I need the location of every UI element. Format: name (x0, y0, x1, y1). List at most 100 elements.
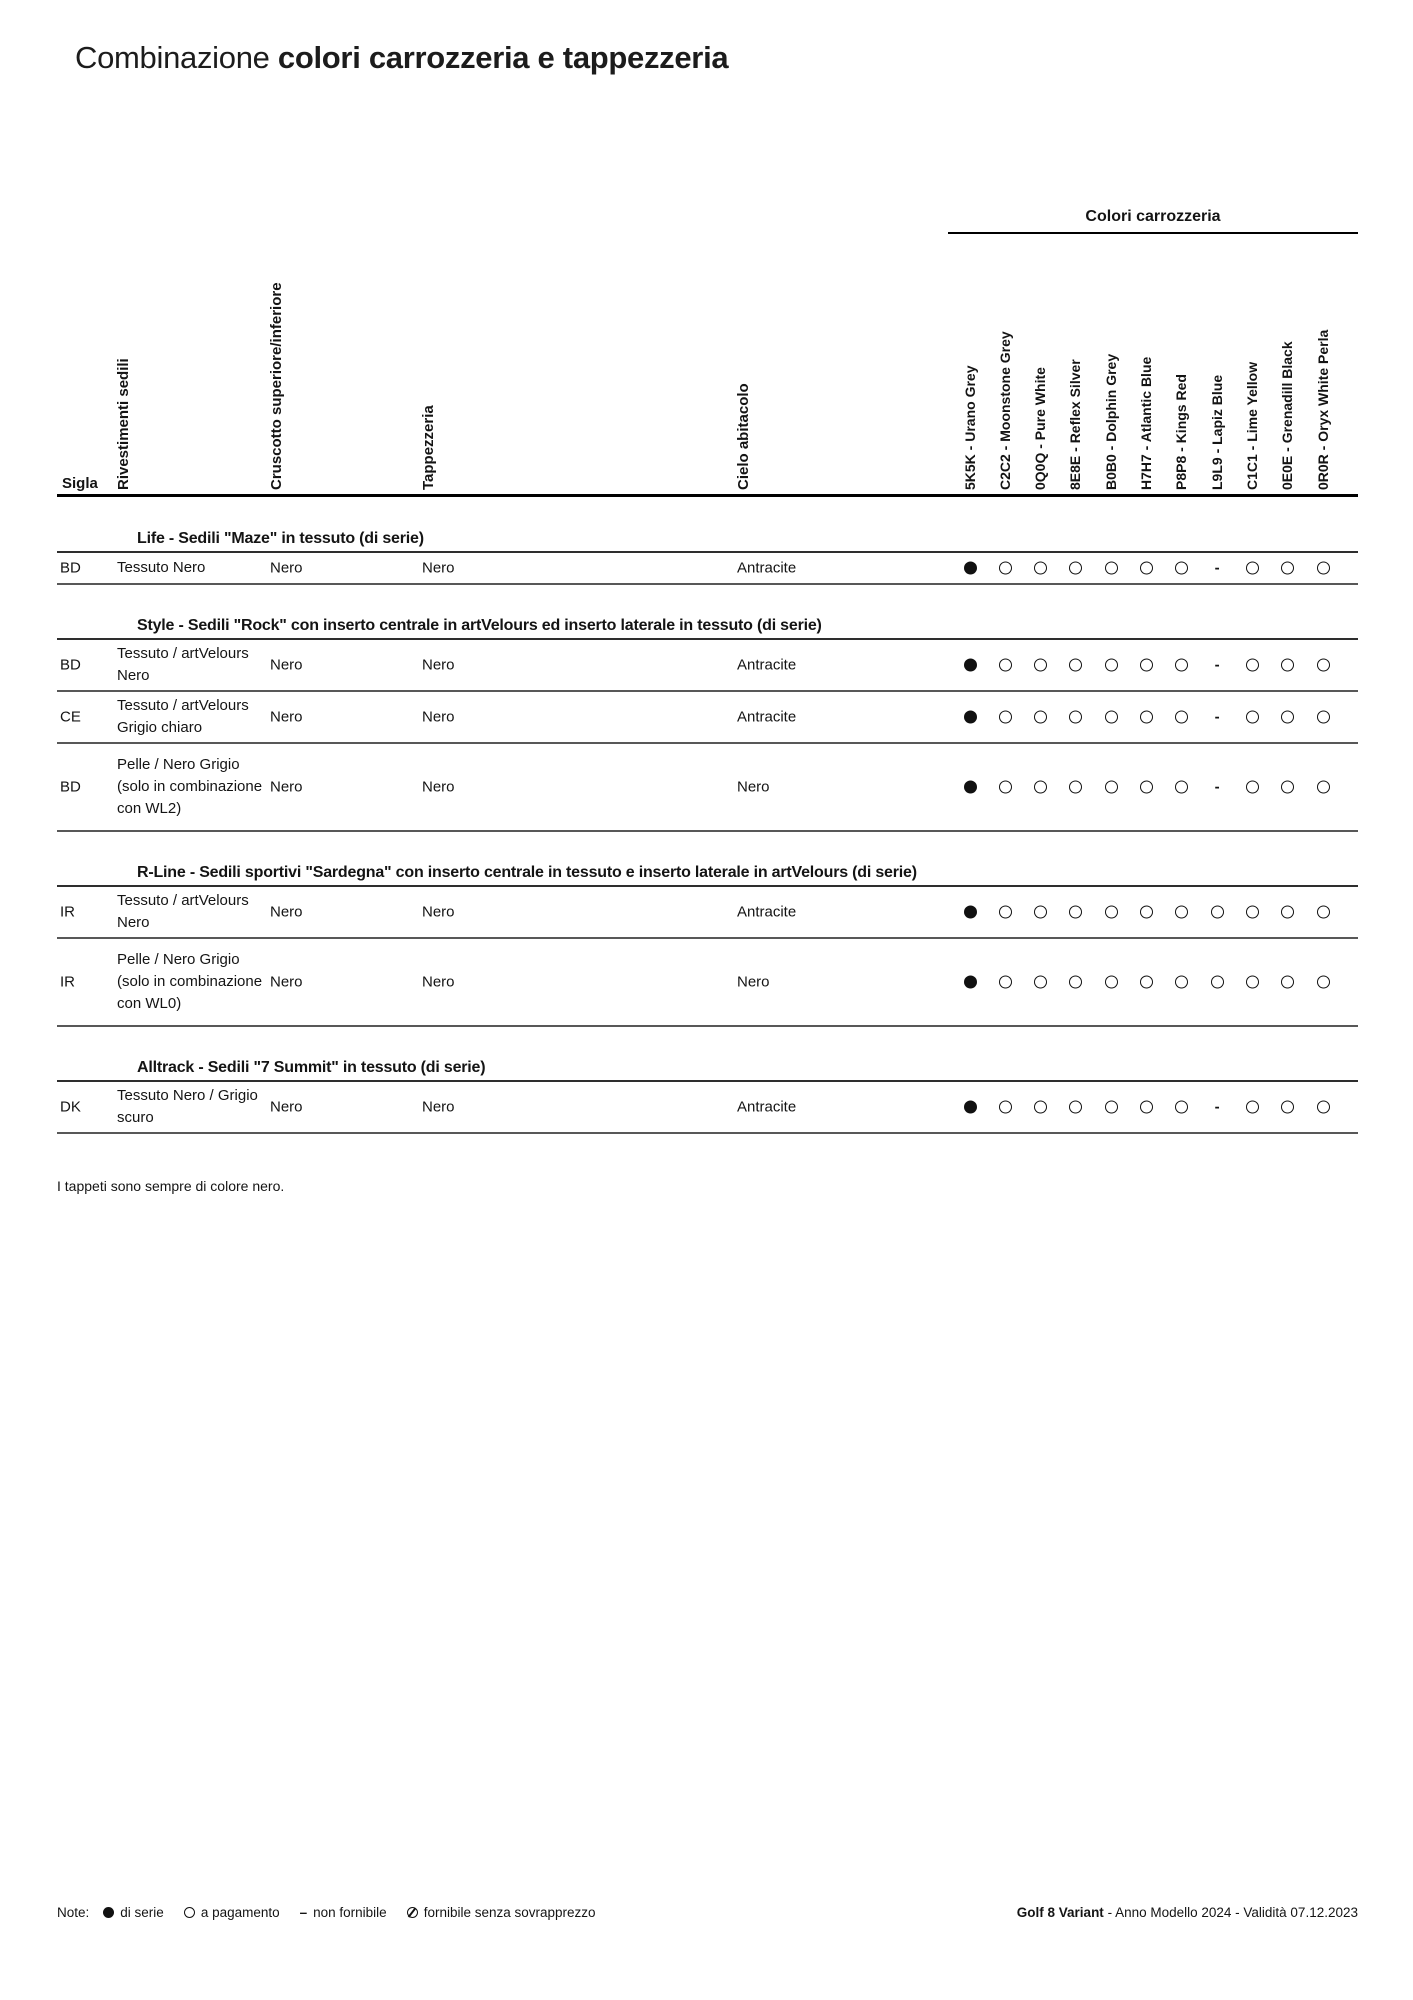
colori-carrozzeria-underline (948, 232, 1358, 234)
availability-open-mark (1104, 561, 1118, 575)
column-header-sigla: Sigla (62, 475, 98, 492)
cell-sigla: CE (60, 708, 81, 726)
availability-open-mark (1316, 658, 1330, 672)
availability-open-mark (1281, 975, 1295, 989)
legend-item: a pagamento (183, 1905, 280, 1920)
availability-open-mark (1034, 975, 1048, 989)
availability-open-mark (1140, 975, 1153, 989)
availability-open-mark (1316, 975, 1330, 989)
legend: Note: di serie a pagamento – non fornibile f… (57, 1905, 596, 1920)
availability-open-mark (1281, 780, 1295, 794)
column-header-cielo: Cielo abitacolo (735, 383, 752, 490)
page-title-bold: colori carrozzeria e tappezzeria (277, 40, 729, 75)
column-header-rivestimenti: Rivestimenti sedili (115, 358, 132, 490)
availability-open-mark (1069, 1100, 1083, 1114)
availability-filled-mark (963, 905, 977, 919)
availability-filled-mark (963, 780, 977, 794)
availability-open-mark (1140, 561, 1153, 575)
cell-sigla: DK (60, 1098, 81, 1116)
rivestimenti-line: Tessuto / artVelours (117, 892, 249, 909)
cell-cruscotto: Nero (270, 973, 303, 991)
availability-open-mark (1034, 710, 1048, 724)
availability-open-mark (1104, 975, 1118, 989)
availability-open-mark (1069, 780, 1083, 794)
availability-open-mark (1316, 1100, 1330, 1114)
availability-open-mark (1104, 710, 1118, 724)
legend-filled-icon (103, 1907, 115, 1918)
availability-open-mark (1034, 780, 1048, 794)
availability-open-mark (1175, 780, 1189, 794)
rivestimenti-line: Pelle / Nero Grigio (117, 951, 240, 968)
color-column-header: P8P8 - Kings Red (1173, 374, 1190, 490)
cell-cielo: Antracite (737, 1098, 797, 1116)
rivestimenti-line: Nero (117, 914, 150, 931)
column-header-cruscotto: Cruscotto superiore/inferiore (268, 282, 285, 490)
color-column-header: 0Q0Q - Pure White (1032, 367, 1049, 490)
section-title: Alltrack - Sedili "7 Summit" in tessuto … (57, 1027, 1358, 1082)
availability-open-mark (1245, 905, 1259, 919)
availability-open-mark (1140, 658, 1153, 672)
availability-open-mark (1245, 780, 1259, 794)
colori-carrozzeria-label: Colori carrozzeria (1085, 208, 1221, 225)
cell-sigla: IR (60, 973, 75, 991)
cell-cruscotto: Nero (270, 778, 303, 796)
color-column-header: L9L9 - Lapiz Blue (1208, 374, 1225, 490)
legend-item: – non fornibile (300, 1905, 387, 1920)
table-row: IR Pelle / Nero Grigio (solo in combinazio… (57, 939, 1358, 1027)
legend-dash-icon: – (299, 1905, 308, 1920)
cell-cruscotto: Nero (270, 559, 303, 577)
availability-filled-mark (963, 710, 977, 724)
color-column-header: 5K5K - Urano Grey (961, 365, 978, 490)
availability-open-mark (998, 1100, 1012, 1114)
availability-dash-mark: - (1214, 708, 1220, 726)
document-reference: Golf 8 Variant - Anno Modello 2024 - Val… (1017, 1905, 1358, 1920)
cell-cielo: Antracite (737, 656, 797, 674)
availability-open-mark (998, 658, 1012, 672)
color-column-header: 0R0R - Oryx White Perla (1314, 329, 1331, 490)
availability-open-mark (1175, 561, 1189, 575)
availability-open-mark (1140, 710, 1153, 724)
cell-rivestimenti: Pelle / Nero Grigio (solo in combinazione… (117, 754, 292, 820)
availability-filled-mark (963, 658, 977, 672)
legend-label: fornibile senza sovrapprezzo (423, 1905, 596, 1920)
availability-dash-mark: - (1214, 656, 1220, 674)
availability-open-mark (1281, 1100, 1295, 1114)
combination-table-body: Life - Sedili "Maze" in tessuto (di seri… (57, 498, 1358, 1134)
cell-tappezzeria: Nero (422, 559, 455, 577)
legend-item: fornibile senza sovrapprezzo (406, 1905, 596, 1920)
page-footer: Note: di serie a pagamento – non fornibile f… (57, 1905, 1358, 1920)
cell-tappezzeria: Nero (422, 656, 455, 674)
availability-open-mark (1104, 780, 1118, 794)
availability-open-mark (1210, 975, 1224, 989)
legend-slashed-icon (406, 1907, 418, 1918)
availability-open-mark (1140, 780, 1153, 794)
legend-item: di serie (103, 1905, 164, 1920)
availability-open-mark (1245, 710, 1259, 724)
availability-open-mark (1316, 780, 1330, 794)
rivestimenti-line: Tessuto / artVelours (117, 645, 249, 662)
legend-label: non fornibile (313, 1905, 387, 1920)
rivestimenti-line: Pelle / Nero Grigio (117, 756, 240, 773)
availability-dash-mark: - (1214, 559, 1220, 577)
rivestimenti-line: Nero (117, 667, 150, 684)
availability-open-mark (1069, 905, 1083, 919)
availability-open-mark (1245, 1100, 1259, 1114)
table-row: BD Pelle / Nero Grigio (solo in combinazio… (57, 744, 1358, 832)
availability-open-mark (998, 905, 1012, 919)
availability-open-mark (1316, 710, 1330, 724)
cell-sigla: BD (60, 656, 81, 674)
rivestimenti-line: con WL0) (117, 995, 182, 1012)
column-header-tappezzeria: Tappezzeria (420, 405, 437, 490)
cell-cielo: Antracite (737, 708, 797, 726)
availability-open-mark (1316, 561, 1330, 575)
color-column-header: C1C1 - Lime Yellow (1243, 361, 1260, 490)
availability-open-mark (1245, 658, 1259, 672)
availability-filled-mark (963, 975, 977, 989)
availability-open-mark (1034, 658, 1048, 672)
table-row: CE Tessuto / artVelours Grigio chiaro Nero N… (57, 692, 1358, 744)
legend-label: a pagamento (200, 1905, 280, 1920)
rivestimenti-line: (solo in combinazione (117, 973, 263, 990)
availability-open-mark (1245, 561, 1259, 575)
table-row: BD Tessuto / artVelours Nero Nero Nero Antrac… (57, 640, 1358, 692)
